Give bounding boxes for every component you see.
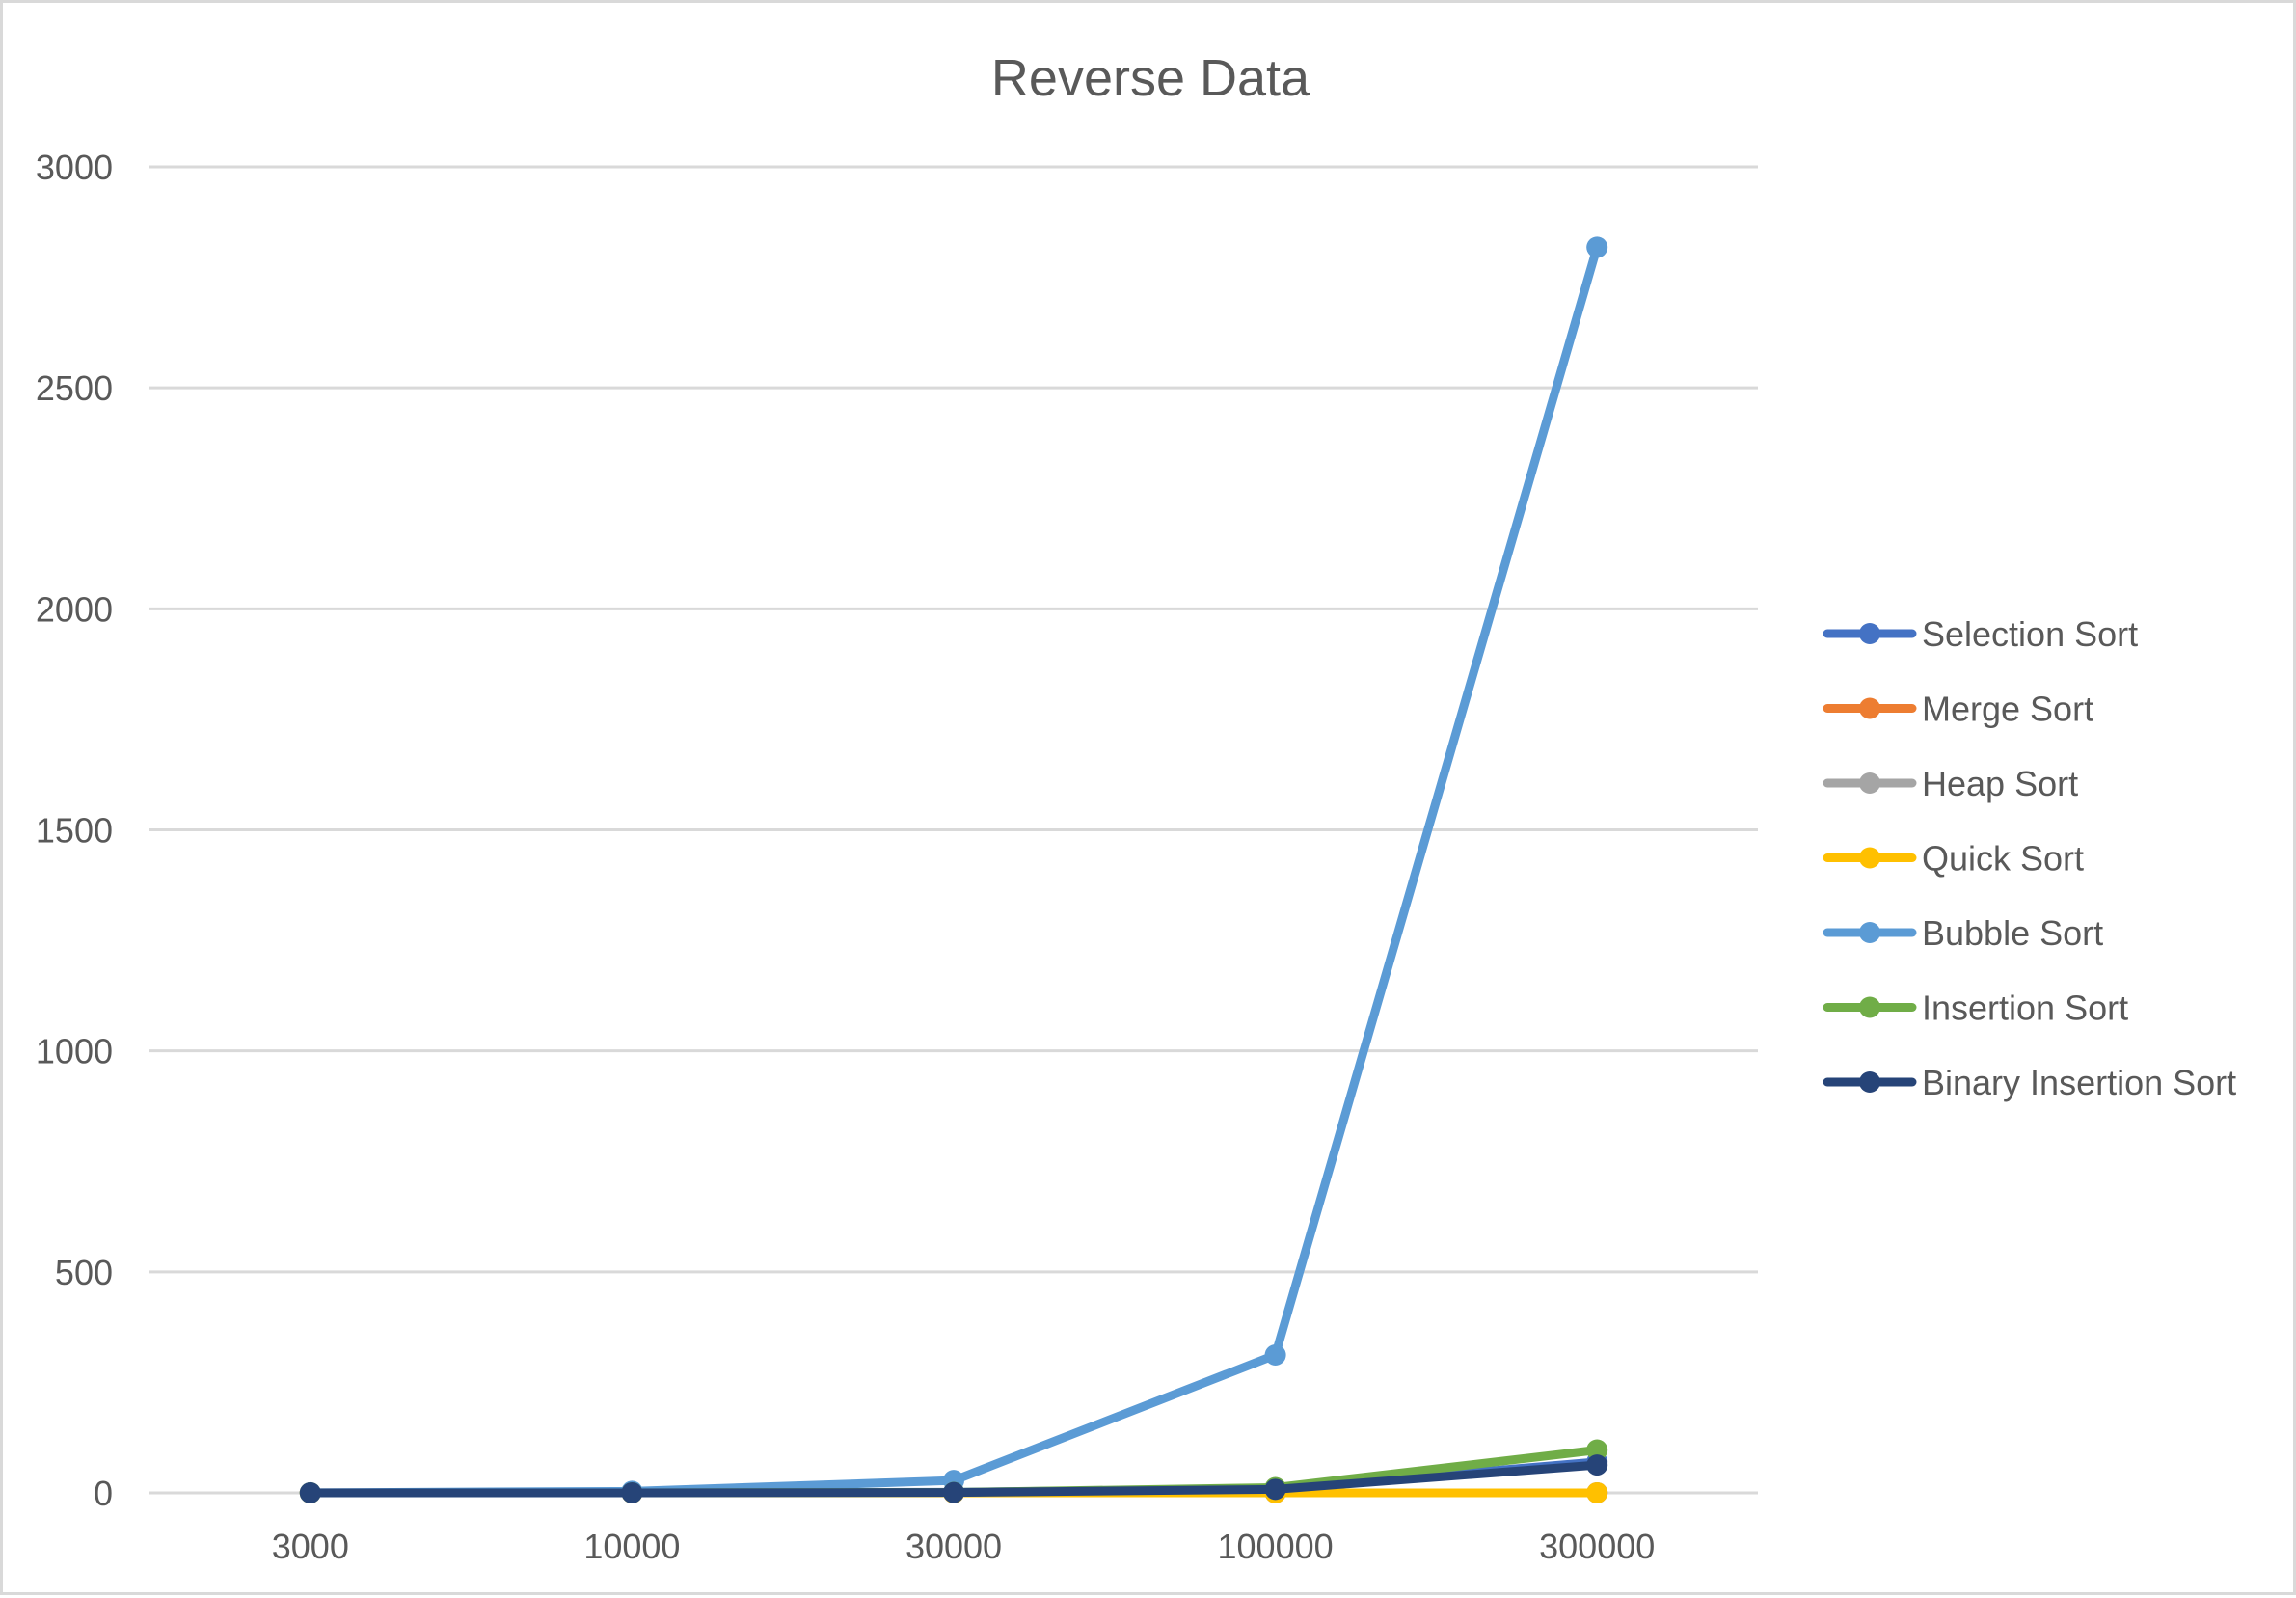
y-tick-label: 1000	[36, 1032, 113, 1071]
y-tick-label: 500	[55, 1253, 113, 1292]
legend-item: Merge Sort	[1827, 690, 2093, 729]
legend-item: Selection Sort	[1827, 614, 2138, 654]
legend-item: Insertion Sort	[1827, 989, 2128, 1028]
x-axis: 3000 10000 30000 100000 300000	[272, 1527, 1656, 1566]
x-tick-label: 3000	[272, 1527, 349, 1566]
y-tick-label: 3000	[36, 148, 113, 187]
y-tick-label: 0	[94, 1474, 113, 1513]
data-point	[1586, 1482, 1607, 1503]
legend-label: Heap Sort	[1922, 764, 2078, 803]
data-point	[300, 1482, 321, 1503]
legend-label: Binary Insertion Sort	[1922, 1063, 2236, 1102]
data-point	[1265, 1344, 1286, 1366]
data-point	[1265, 1478, 1286, 1500]
legend-label: Merge Sort	[1922, 690, 2093, 729]
legend-swatch-marker	[1859, 848, 1880, 869]
y-tick-label: 2500	[36, 368, 113, 408]
legend-swatch-marker	[1859, 922, 1880, 943]
data-point	[1586, 1454, 1607, 1476]
y-tick-label: 2000	[36, 589, 113, 629]
x-tick-label: 30000	[905, 1527, 1002, 1566]
legend-swatch-marker	[1859, 698, 1880, 719]
legend-label: Quick Sort	[1922, 839, 2084, 879]
data-point	[1586, 236, 1607, 257]
series-lines	[300, 236, 1607, 1503]
legend-swatch-marker	[1859, 623, 1880, 644]
chart-title: Reverse Data	[991, 49, 1310, 107]
legend-label: Insertion Sort	[1922, 989, 2128, 1028]
legend-item: Bubble Sort	[1827, 913, 2103, 953]
x-tick-label: 10000	[583, 1527, 680, 1566]
series-line	[311, 247, 1597, 1492]
x-tick-label: 300000	[1539, 1527, 1655, 1566]
legend-item: Quick Sort	[1827, 839, 2084, 879]
legend-label: Selection Sort	[1922, 614, 2138, 654]
legend-swatch-marker	[1859, 997, 1880, 1018]
data-point	[621, 1482, 642, 1503]
x-tick-label: 100000	[1218, 1527, 1334, 1566]
legend-swatch-marker	[1859, 1071, 1880, 1093]
data-point	[943, 1482, 964, 1503]
series-bubble-sort	[300, 236, 1607, 1503]
y-axis: 0 500 1000 1500 2000 2500 3000	[36, 148, 113, 1513]
legend-item: Binary Insertion Sort	[1827, 1063, 2236, 1102]
y-tick-label: 1500	[36, 811, 113, 851]
legend: Selection Sort Merge Sort Heap Sort Quick S…	[1827, 614, 2236, 1102]
legend-label: Bubble Sort	[1922, 913, 2103, 953]
legend-item: Heap Sort	[1827, 764, 2078, 803]
line-chart: Reverse Data 0 500 1000 1500 2000 2500 3000 30…	[3, 3, 2296, 1598]
gridlines	[149, 167, 1758, 1493]
legend-swatch-marker	[1859, 772, 1880, 794]
